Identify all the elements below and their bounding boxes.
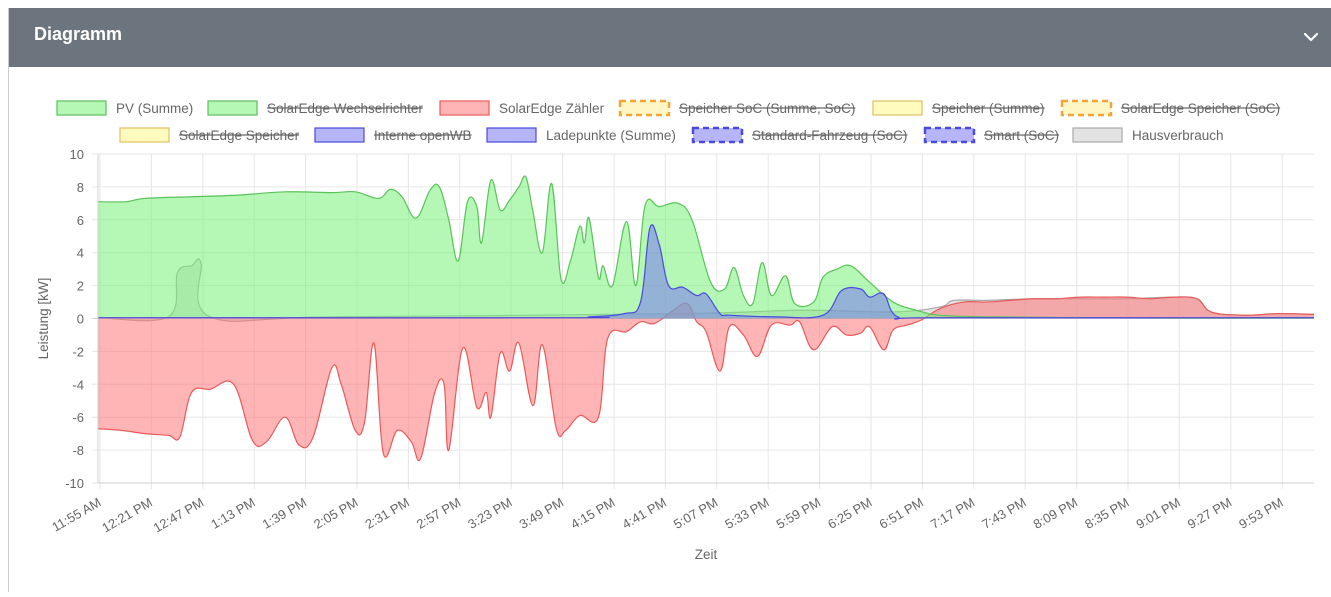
x-tick-label: 3:49 PM: [517, 495, 566, 532]
legend-swatch: [439, 100, 490, 116]
x-tick-label: 12:47 PM: [151, 495, 207, 536]
x-tick-label: 3:23 PM: [465, 495, 514, 532]
chart-area: PV (Summe) SolarEdge Wechselrichter SolarE…: [0, 67, 1331, 597]
y-tick-label: 6: [77, 213, 84, 228]
legend-label: Ladepunkte (Summe): [546, 128, 676, 143]
legend-swatch: [618, 99, 671, 117]
x-tick-label: 6:25 PM: [825, 495, 874, 532]
y-tick-label: 0: [77, 312, 84, 327]
series-area-pv-summe-: [98, 175, 1314, 319]
series-line-solaredge-z-hler: [97, 296, 1315, 461]
x-tick-label: 8:09 PM: [1031, 495, 1080, 532]
x-tick-label: 6:51 PM: [876, 495, 925, 532]
card-title: Diagramm: [34, 24, 123, 44]
legend-swatch: [691, 126, 744, 144]
legend-label: Hausverbrauch: [1132, 128, 1224, 143]
x-tick-label: 2:31 PM: [362, 495, 411, 532]
card-header[interactable]: Diagramm: [9, 8, 1331, 67]
series-area-ladepunkte-summe-: [98, 224, 1314, 319]
x-tick-label: 4:15 PM: [568, 495, 617, 532]
legend-swatch: [1072, 127, 1123, 143]
x-tick-label: 5:33 PM: [722, 495, 771, 532]
legend-label: PV (Summe): [116, 101, 193, 116]
legend-swatch: [56, 100, 107, 116]
y-tick-label: -8: [72, 443, 84, 458]
x-tick-label: 9:01 PM: [1133, 495, 1182, 532]
x-tick-label: 11:55 AM: [49, 495, 103, 535]
y-tick-label: -10: [65, 476, 84, 491]
x-tick-label: 7:43 PM: [979, 495, 1028, 532]
y-tick-label: 2: [77, 279, 84, 294]
x-tick-label: 2:05 PM: [311, 495, 360, 532]
x-tick-label: 8:35 PM: [1082, 495, 1131, 532]
y-axis-title: Leistung [kW]: [36, 278, 51, 360]
area-chart: PV (Summe) SolarEdge Wechselrichter SolarE…: [36, 99, 1315, 562]
legend-swatch: [486, 127, 537, 143]
legend-swatch: [314, 127, 365, 143]
series-area-solaredge-z-hler: [98, 296, 1314, 461]
x-tick-label: 9:53 PM: [1236, 495, 1285, 532]
x-tick-label: 9:27 PM: [1185, 495, 1234, 532]
chevron-down-icon[interactable]: [1296, 22, 1326, 52]
x-tick-label: 1:13 PM: [208, 495, 257, 532]
x-tick-label: 7:17 PM: [928, 495, 977, 532]
x-tick-label: 1:39 PM: [260, 495, 309, 532]
y-tick-label: -6: [72, 410, 84, 425]
legend-swatch: [923, 126, 976, 144]
series-line-ladepunkte-summe-: [97, 224, 1315, 320]
x-tick-label: 4:41 PM: [619, 495, 668, 532]
x-axis-title: Zeit: [695, 547, 718, 562]
series-line-pv-summe-: [97, 175, 1315, 319]
y-tick-label: -4: [72, 377, 84, 392]
x-tick-label: 12:21 PM: [99, 495, 155, 536]
legend-swatch: [872, 100, 923, 116]
legend-swatch: [119, 127, 170, 143]
x-tick-label: 5:59 PM: [774, 495, 823, 532]
x-tick-label: 2:57 PM: [414, 495, 463, 532]
y-tick-label: 10: [70, 147, 84, 162]
y-tick-label: 8: [77, 180, 84, 195]
legend-swatch: [1060, 99, 1113, 117]
y-tick-label: -2: [72, 344, 84, 359]
x-tick-label: 5:07 PM: [671, 495, 720, 532]
legend-swatch: [207, 100, 258, 116]
y-tick-label: 4: [77, 246, 84, 261]
legend-label: SolarEdge Zähler: [499, 101, 605, 116]
